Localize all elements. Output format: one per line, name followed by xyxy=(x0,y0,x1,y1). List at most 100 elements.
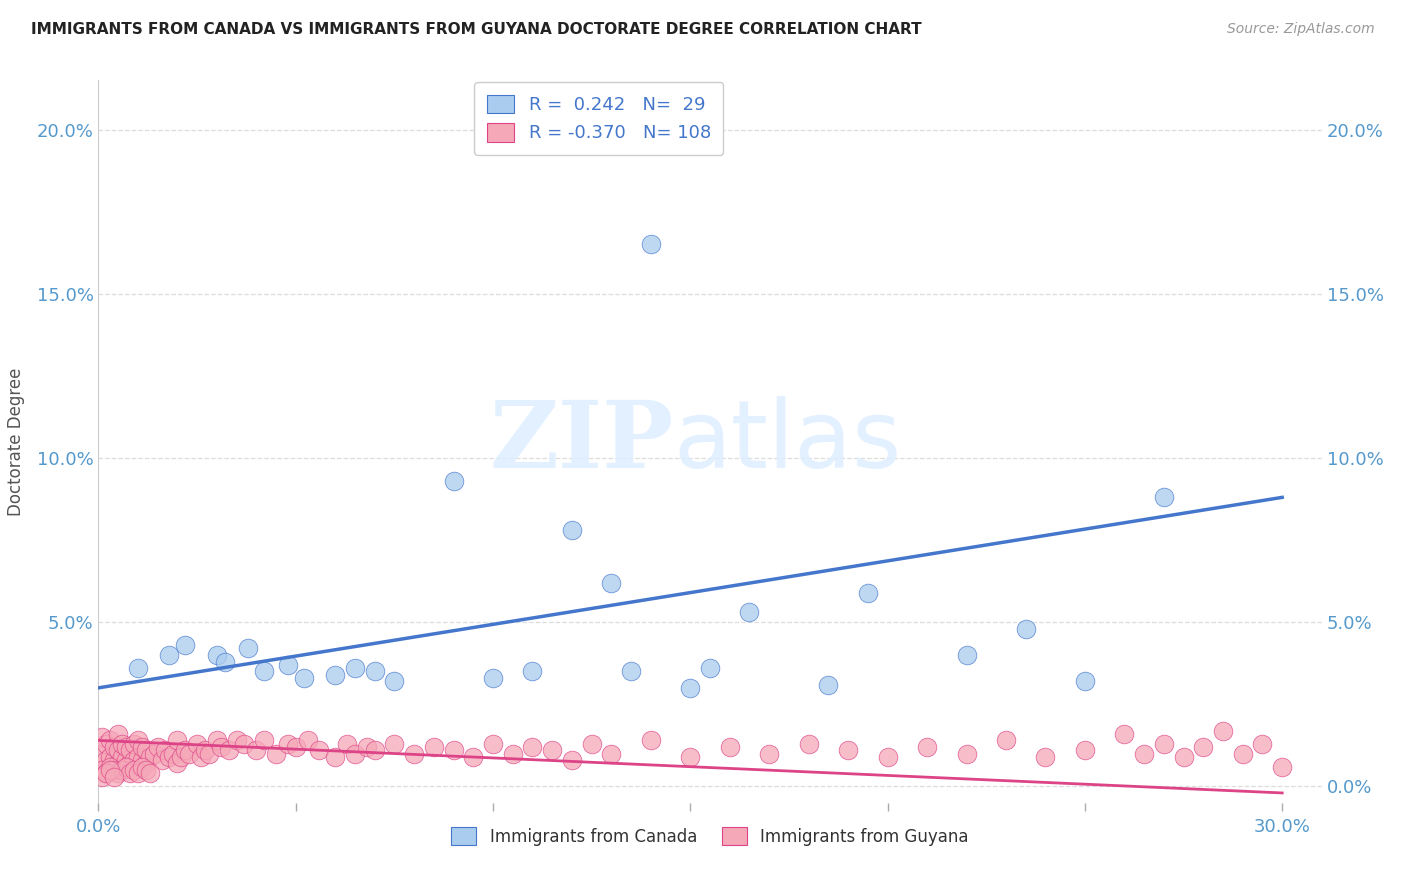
Point xyxy=(96,766,118,780)
Point xyxy=(323,667,346,681)
Point xyxy=(1271,760,1294,774)
Point xyxy=(190,749,212,764)
Point xyxy=(107,743,129,757)
Point xyxy=(111,737,134,751)
Point xyxy=(107,727,129,741)
Point xyxy=(522,739,544,754)
Point xyxy=(679,681,702,695)
Point xyxy=(138,766,160,780)
Point xyxy=(679,749,702,764)
Point xyxy=(115,753,138,767)
Point xyxy=(198,747,221,761)
Point xyxy=(115,739,138,754)
Point xyxy=(343,747,366,761)
Point xyxy=(127,661,149,675)
Point xyxy=(96,737,118,751)
Point xyxy=(138,749,160,764)
Point xyxy=(111,763,134,777)
Point xyxy=(135,763,157,777)
Point xyxy=(122,753,145,767)
Point xyxy=(482,737,505,751)
Text: Source: ZipAtlas.com: Source: ZipAtlas.com xyxy=(1227,22,1375,37)
Point xyxy=(96,766,118,780)
Point xyxy=(155,743,177,757)
Point xyxy=(131,760,153,774)
Point xyxy=(356,739,378,754)
Point xyxy=(98,760,121,774)
Point xyxy=(292,671,315,685)
Point xyxy=(209,739,232,754)
Point xyxy=(718,739,741,754)
Point xyxy=(127,733,149,747)
Point xyxy=(96,753,118,767)
Point xyxy=(166,756,188,771)
Point xyxy=(186,737,208,751)
Point xyxy=(166,733,188,747)
Point xyxy=(502,747,524,761)
Point xyxy=(382,674,405,689)
Point xyxy=(111,749,134,764)
Point xyxy=(994,733,1017,747)
Text: IMMIGRANTS FROM CANADA VS IMMIGRANTS FROM GUYANA DOCTORATE DEGREE CORRELATION CH: IMMIGRANTS FROM CANADA VS IMMIGRANTS FRO… xyxy=(31,22,921,37)
Point xyxy=(122,737,145,751)
Point xyxy=(856,585,879,599)
Point xyxy=(214,655,236,669)
Point xyxy=(336,737,359,751)
Point xyxy=(142,747,165,761)
Point xyxy=(150,753,173,767)
Point xyxy=(122,763,145,777)
Point xyxy=(98,749,121,764)
Point xyxy=(115,760,138,774)
Point xyxy=(297,733,319,747)
Point xyxy=(581,737,603,751)
Point xyxy=(443,743,465,757)
Point xyxy=(620,665,643,679)
Point xyxy=(482,671,505,685)
Point xyxy=(174,638,197,652)
Point xyxy=(159,648,181,662)
Point xyxy=(118,756,141,771)
Point xyxy=(194,743,217,757)
Point xyxy=(233,737,256,751)
Point xyxy=(91,730,114,744)
Point xyxy=(179,747,201,761)
Point xyxy=(91,770,114,784)
Point xyxy=(238,641,260,656)
Point xyxy=(91,747,114,761)
Point xyxy=(1153,737,1175,751)
Point xyxy=(1232,747,1254,761)
Point xyxy=(817,677,839,691)
Point xyxy=(600,747,623,761)
Point xyxy=(797,737,820,751)
Point xyxy=(118,766,141,780)
Point xyxy=(1153,491,1175,505)
Point xyxy=(463,749,485,764)
Point xyxy=(363,665,385,679)
Point xyxy=(323,749,346,764)
Point xyxy=(1074,674,1097,689)
Point xyxy=(174,743,197,757)
Point xyxy=(955,747,977,761)
Point xyxy=(103,739,125,754)
Point xyxy=(146,739,169,754)
Point xyxy=(404,747,426,761)
Point xyxy=(738,605,761,619)
Point xyxy=(98,763,121,777)
Point xyxy=(308,743,330,757)
Point xyxy=(284,739,307,754)
Point xyxy=(561,753,583,767)
Point xyxy=(1015,622,1038,636)
Point xyxy=(103,753,125,767)
Point xyxy=(600,575,623,590)
Point xyxy=(135,743,157,757)
Point xyxy=(131,753,153,767)
Point xyxy=(1074,743,1097,757)
Point xyxy=(699,661,721,675)
Point xyxy=(837,743,859,757)
Point xyxy=(1133,747,1156,761)
Point xyxy=(103,770,125,784)
Point xyxy=(876,749,898,764)
Point xyxy=(131,739,153,754)
Point xyxy=(561,523,583,537)
Point xyxy=(103,763,125,777)
